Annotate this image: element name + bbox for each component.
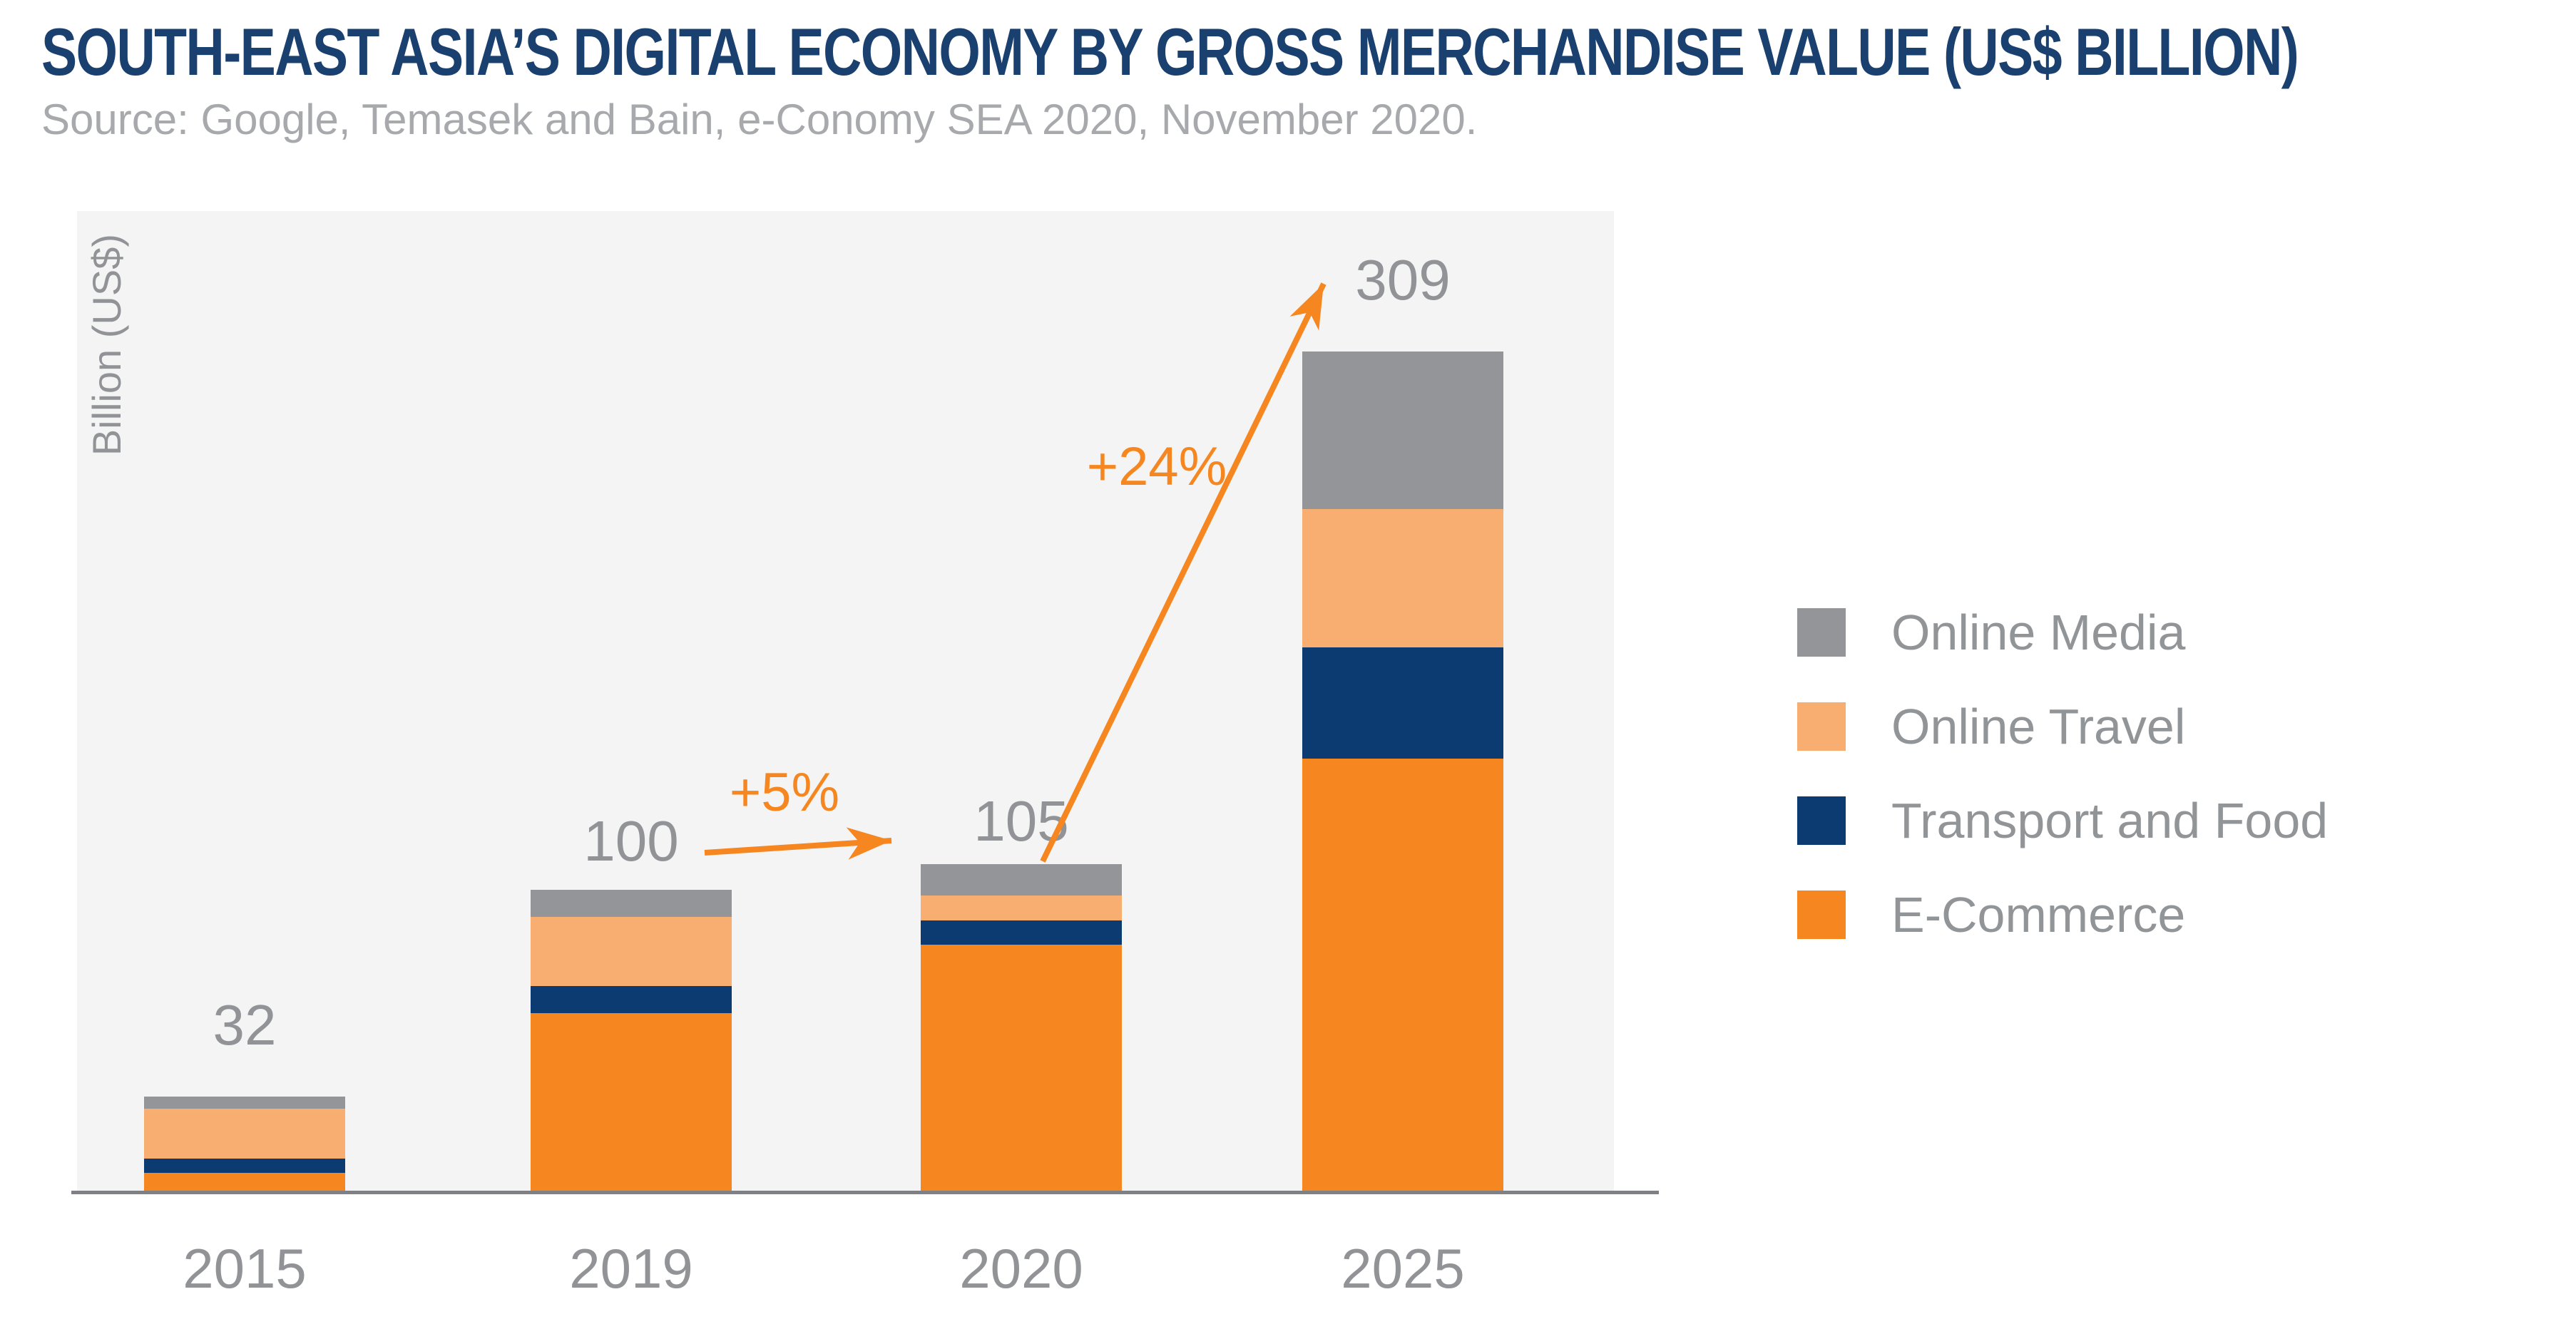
bar-2019 — [531, 890, 732, 1191]
bar-2025-segment-transport-and-food — [1302, 647, 1503, 759]
bar-2019-segment-online-travel — [531, 917, 732, 987]
bar-2020-segment-transport-and-food — [921, 920, 1122, 945]
bar-2015 — [144, 1097, 345, 1191]
bar-2019-segment-online-media — [531, 890, 732, 918]
legend-item-e-commerce: E-Commerce — [1797, 890, 2328, 940]
bar-value-label-2025: 309 — [1355, 248, 1451, 312]
bar-2025-segment-e-commerce — [1302, 759, 1503, 1191]
legend-label-transport-and-food: Transport and Food — [1891, 793, 2329, 848]
bar-2020-segment-online-media — [921, 864, 1122, 896]
legend-swatch-online-media — [1797, 608, 1846, 657]
legend-label-e-commerce: E-Commerce — [1891, 887, 2186, 943]
bar-value-label-2015: 32 — [213, 993, 277, 1057]
legend: Online Media Online Travel Transport and F… — [1797, 607, 2328, 984]
bar-2019-segment-transport-and-food — [531, 986, 732, 1014]
legend-item-online-media: Online Media — [1797, 607, 2328, 657]
legend-swatch-online-travel — [1797, 702, 1846, 751]
x-tick-label-2015: 2015 — [183, 1237, 307, 1300]
bar-2020-segment-online-travel — [921, 895, 1122, 920]
bar-2025-segment-online-media — [1302, 352, 1503, 509]
legend-label-online-travel: Online Travel — [1891, 699, 2186, 754]
bar-2025 — [1302, 352, 1503, 1191]
bar-2015-segment-transport-and-food — [144, 1158, 345, 1174]
bar-2015-segment-e-commerce — [144, 1173, 345, 1191]
legend-swatch-transport-and-food — [1797, 796, 1846, 845]
source-line: Source: Google, Temasek and Bain, e-Cono… — [41, 96, 1478, 143]
bar-value-label-2020: 105 — [973, 789, 1069, 853]
bar-2019-segment-e-commerce — [531, 1013, 732, 1191]
x-tick-label-2020: 2020 — [959, 1237, 1083, 1300]
bar-2020 — [921, 864, 1122, 1191]
y-axis-label: Billion (US$) — [84, 234, 129, 456]
bar-value-label-2019: 100 — [583, 809, 679, 873]
growth-annotation--24-: +24% — [1086, 436, 1227, 497]
bar-2015-segment-online-travel — [144, 1108, 345, 1159]
legend-label-online-media: Online Media — [1891, 605, 2186, 660]
legend-item-online-travel: Online Travel — [1797, 702, 2328, 751]
x-tick-label-2025: 2025 — [1341, 1237, 1465, 1300]
growth-annotation--5-: +5% — [729, 762, 840, 823]
x-tick-label-2019: 2019 — [569, 1237, 693, 1300]
bar-2015-segment-online-media — [144, 1097, 345, 1109]
bar-2025-segment-online-travel — [1302, 508, 1503, 648]
bar-2020-segment-e-commerce — [921, 945, 1122, 1191]
x-axis-line — [71, 1191, 1659, 1194]
legend-swatch-e-commerce — [1797, 891, 1846, 939]
legend-item-transport-and-food: Transport and Food — [1797, 796, 2328, 846]
page-title: SOUTH-EAST ASIA’S DIGITAL ECONOMY BY GRO… — [41, 14, 2299, 89]
